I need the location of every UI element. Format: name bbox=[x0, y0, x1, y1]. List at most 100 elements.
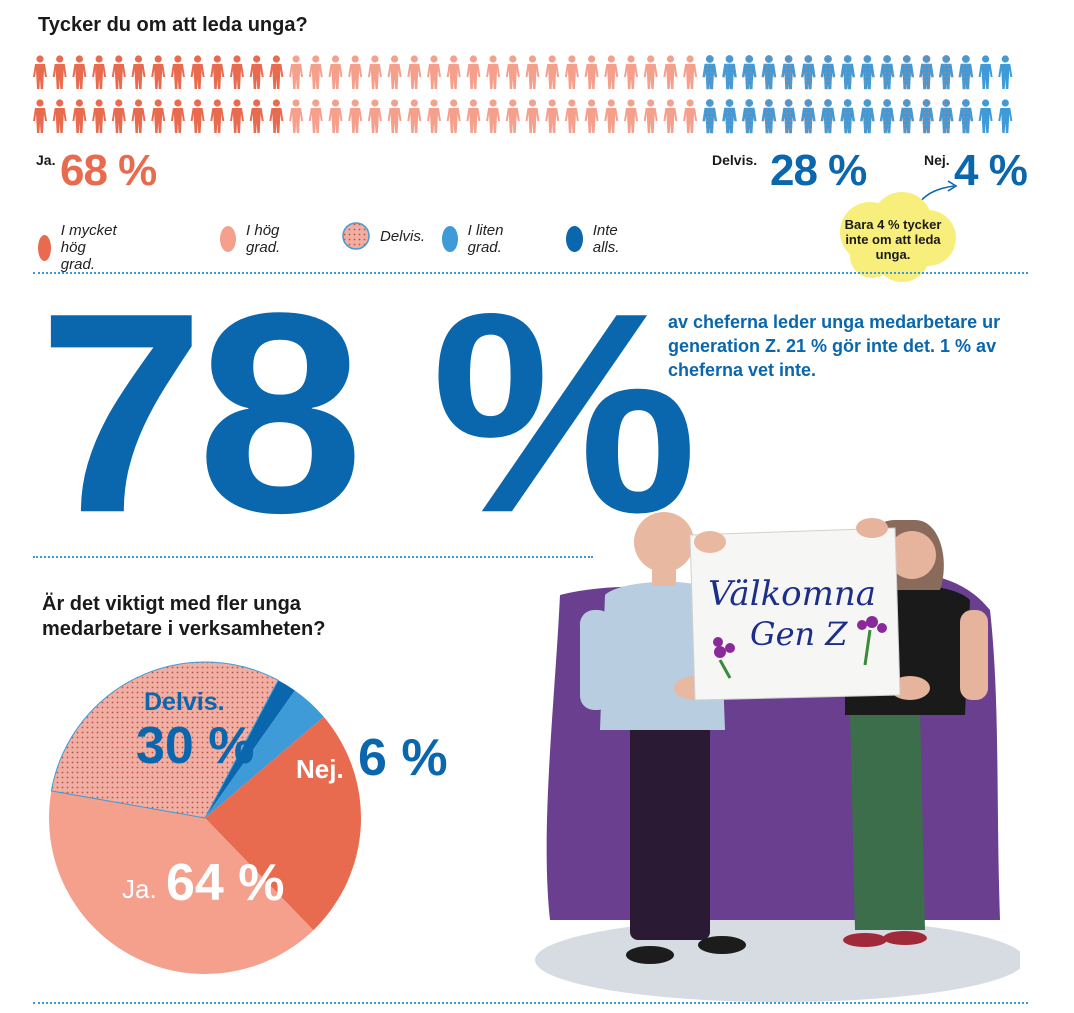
person-icon bbox=[643, 99, 658, 133]
person-icon bbox=[230, 55, 244, 89]
pie-value-nej: 6 % bbox=[358, 729, 448, 787]
person-icon bbox=[407, 99, 422, 133]
divider bbox=[33, 272, 1028, 274]
pictogram-chart bbox=[33, 55, 1013, 134]
person-icon bbox=[781, 99, 796, 134]
person-icon bbox=[269, 55, 284, 89]
person-icon bbox=[840, 55, 856, 90]
big-statistic: 78 % bbox=[38, 252, 698, 573]
person-icon bbox=[348, 99, 363, 133]
legend-label: I liten grad. bbox=[467, 222, 504, 256]
person-icon bbox=[446, 55, 461, 89]
person-icon bbox=[860, 99, 875, 134]
person-icon bbox=[367, 55, 382, 89]
note-bubble bbox=[840, 192, 956, 282]
note-text: Bara 4 % tycker inte om att leda unga. bbox=[844, 217, 942, 262]
person-icon bbox=[545, 99, 560, 133]
pie-chart: Delvis. 30 % Nej. 6 % Ja. 64 % bbox=[49, 661, 448, 974]
pie-slice-hog bbox=[49, 790, 314, 974]
person-icon bbox=[761, 55, 777, 90]
person-icon bbox=[564, 55, 579, 89]
delvis-label: Delvis. bbox=[712, 152, 758, 168]
pie-value-ja: 64 % bbox=[166, 854, 285, 912]
person-icon bbox=[584, 55, 599, 89]
person-icon bbox=[466, 99, 481, 133]
person-icon bbox=[978, 55, 993, 89]
person-icon bbox=[367, 99, 382, 133]
person-icon bbox=[702, 99, 718, 134]
person-icon bbox=[741, 99, 757, 134]
person-icon bbox=[624, 55, 638, 89]
person-icon bbox=[860, 55, 875, 90]
callout-arrow-icon bbox=[919, 180, 958, 203]
person-icon bbox=[230, 99, 244, 133]
person-icon bbox=[624, 99, 638, 133]
person-icon bbox=[722, 55, 737, 90]
legend-swatch bbox=[566, 226, 583, 252]
person-icon bbox=[92, 99, 107, 133]
person-icon bbox=[170, 55, 185, 89]
person-icon bbox=[879, 99, 895, 134]
person-icon bbox=[52, 99, 67, 133]
floor-shadow bbox=[535, 918, 1020, 1002]
legend-label: I hög grad. bbox=[246, 222, 281, 256]
pie-slice-mycket-hog bbox=[205, 716, 362, 931]
person-icon bbox=[170, 99, 185, 133]
person-icon bbox=[781, 55, 796, 90]
statistic-description: av cheferna leder unga medarbetare ur ge… bbox=[668, 312, 1001, 380]
person-icon bbox=[131, 55, 146, 89]
person-icon bbox=[899, 99, 915, 134]
pie-label-nej: Nej. bbox=[296, 754, 344, 784]
person-icon bbox=[919, 99, 934, 134]
person-icon bbox=[111, 99, 126, 133]
person-icon bbox=[663, 55, 678, 89]
legend-swatch bbox=[220, 226, 237, 252]
person-icon bbox=[289, 99, 304, 133]
question-2-title: Är det viktigt med fler unga medarbetare… bbox=[42, 593, 326, 640]
person-icon bbox=[210, 99, 225, 133]
legend-item-delvis: Delvis. bbox=[342, 222, 425, 250]
person-icon bbox=[33, 55, 47, 89]
person-icon bbox=[683, 99, 698, 133]
person-icon bbox=[919, 55, 934, 90]
flower-icon bbox=[857, 616, 887, 666]
person-icon bbox=[978, 99, 993, 133]
person-icon bbox=[761, 99, 777, 134]
person-icon bbox=[387, 99, 402, 133]
legend-item-hog: I hög grad. bbox=[220, 222, 290, 256]
nej-label: Nej. bbox=[924, 152, 950, 168]
person-icon bbox=[584, 99, 599, 133]
legend-swatch bbox=[38, 234, 51, 261]
person-icon bbox=[879, 55, 895, 90]
pie-label-delvis: Delvis. bbox=[144, 688, 225, 716]
person-icon bbox=[249, 55, 264, 89]
person-icon bbox=[643, 55, 658, 89]
question-1-title: Tycker du om att leda unga? bbox=[38, 14, 308, 36]
legend-item-liten: I liten grad. bbox=[442, 222, 512, 256]
person-icon bbox=[486, 55, 501, 89]
person-icon bbox=[702, 55, 718, 90]
person-icon bbox=[938, 99, 954, 134]
nej-percent: 4 % bbox=[954, 146, 1028, 195]
person-icon bbox=[387, 55, 402, 89]
person-icon bbox=[466, 55, 481, 89]
divider bbox=[33, 556, 593, 558]
person-icon bbox=[407, 55, 422, 89]
person-icon bbox=[33, 99, 47, 133]
ja-percent: 68 % bbox=[60, 146, 157, 195]
person-icon bbox=[938, 55, 954, 90]
person-icon bbox=[427, 55, 441, 89]
person-icon bbox=[998, 99, 1013, 133]
ja-label: Ja. bbox=[36, 152, 56, 168]
legend-item-mycket-hog: I mycket hög grad. bbox=[38, 222, 122, 273]
legend-label: Inte alls. bbox=[592, 222, 620, 256]
welcome-sign: Välkomna Gen Z bbox=[689, 527, 901, 701]
person-icon bbox=[663, 99, 678, 133]
pie-slice-inte-alls bbox=[205, 680, 295, 818]
person-icon bbox=[446, 99, 461, 133]
person-icon bbox=[348, 55, 363, 89]
person-icon bbox=[958, 99, 974, 134]
legend-swatch bbox=[442, 226, 458, 252]
delvis-percent: 28 % bbox=[770, 146, 867, 195]
person-icon bbox=[564, 99, 579, 133]
